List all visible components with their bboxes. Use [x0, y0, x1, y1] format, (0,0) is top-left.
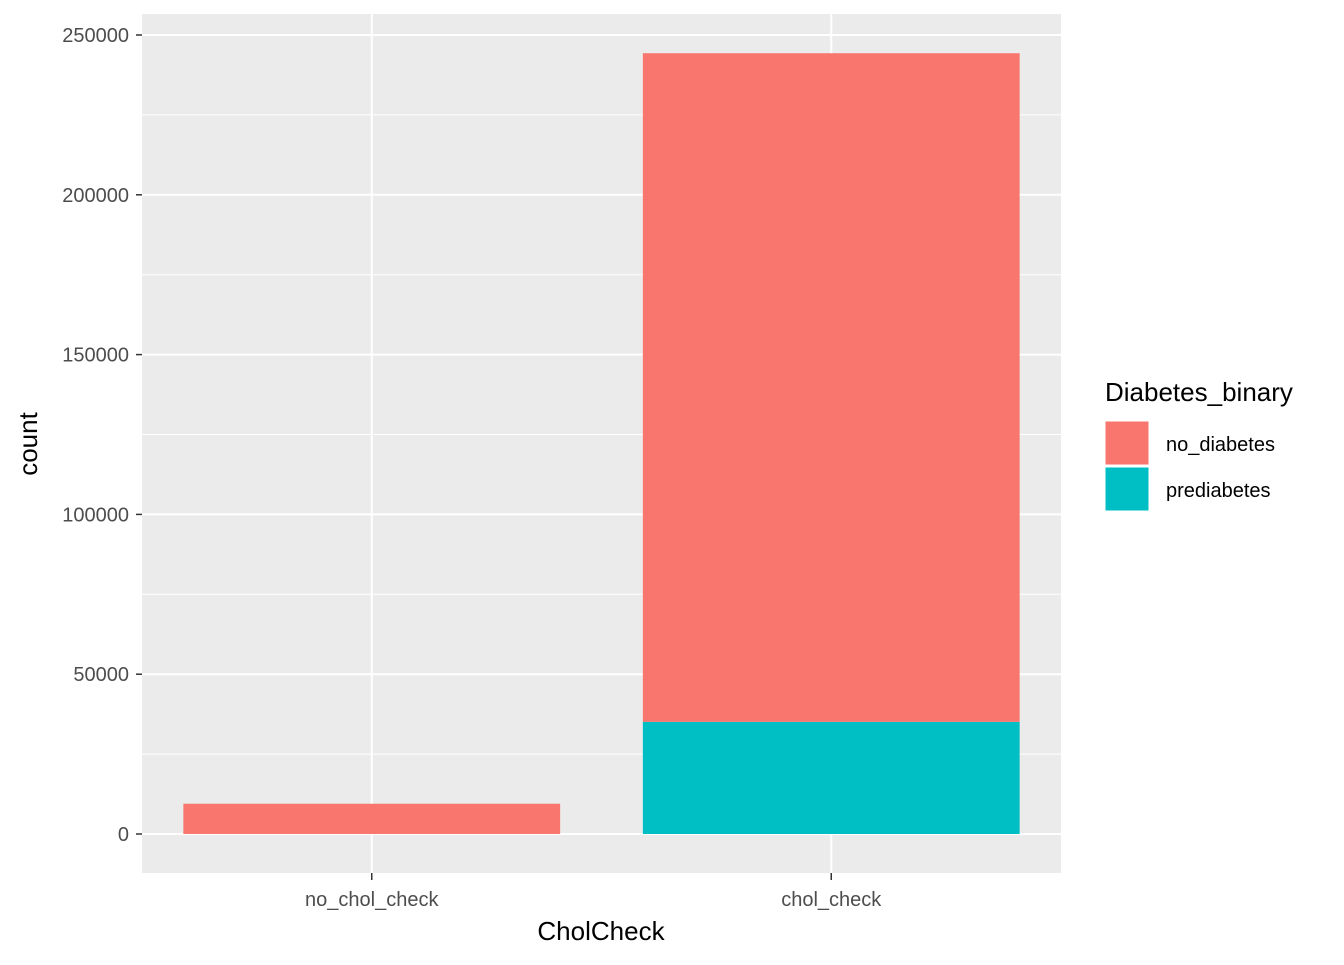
- y-tick-label: 250000: [62, 25, 129, 47]
- legend-title: Diabetes_binary: [1105, 377, 1293, 407]
- y-tick-label: 150000: [62, 345, 129, 367]
- bar-prediabetes-chol_check: [642, 721, 1020, 834]
- bars-layer: [183, 53, 1020, 834]
- bar-no_diabetes-chol_check: [642, 53, 1020, 722]
- x-axis-title: CholCheck: [537, 916, 665, 946]
- y-tick-label: 0: [118, 824, 129, 846]
- legend-label-no_diabetes: no_diabetes: [1166, 434, 1275, 456]
- legend-key-prediabetes: [1104, 466, 1150, 512]
- legend-items: no_diabetes prediabetes: [1104, 420, 1275, 512]
- x-tick-label: chol_check: [781, 889, 882, 911]
- bar-no_diabetes-no_chol_check: [183, 803, 561, 834]
- legend: Diabetes_binary no_diabetes prediabetes: [1104, 377, 1293, 512]
- x-tick-label: no_chol_check: [305, 889, 439, 911]
- y-tick-label: 50000: [73, 664, 129, 686]
- y-tick-label: 200000: [62, 185, 129, 207]
- legend-label-prediabetes: prediabetes: [1166, 480, 1271, 502]
- ticks-layer: 0 50000 100000 150000 200000 250000 no_chol_ch…: [62, 25, 882, 911]
- legend-key-no_diabetes: [1104, 420, 1150, 466]
- y-axis-title: count: [13, 411, 43, 475]
- y-tick-label: 100000: [62, 504, 129, 526]
